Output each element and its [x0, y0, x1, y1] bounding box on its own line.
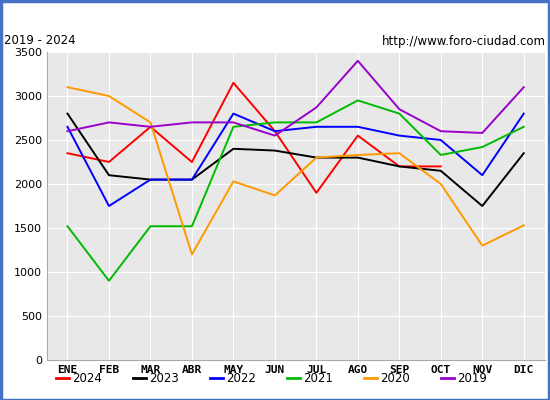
2022: [189, 177, 195, 182]
2019: [106, 120, 112, 125]
Text: 2019 - 2024: 2019 - 2024: [4, 34, 76, 48]
2023: [272, 148, 278, 153]
Text: Evolucion Nº Turistas Nacionales en el municipio de Cieza: Evolucion Nº Turistas Nacionales en el m…: [63, 8, 487, 22]
2020: [313, 155, 320, 160]
2023: [313, 155, 320, 160]
2024: [437, 164, 444, 169]
Text: http://www.foro-ciudad.com: http://www.foro-ciudad.com: [382, 34, 546, 48]
2024: [106, 160, 112, 164]
2022: [147, 177, 154, 182]
2022: [106, 204, 112, 208]
Text: 2022: 2022: [227, 372, 256, 384]
Text: 2020: 2020: [381, 372, 410, 384]
2024: [396, 164, 403, 169]
2022: [520, 111, 527, 116]
2019: [479, 130, 486, 135]
2024: [189, 160, 195, 164]
2022: [64, 124, 71, 129]
Text: 2023: 2023: [150, 372, 179, 384]
Line: 2023: 2023: [68, 114, 524, 206]
2022: [437, 138, 444, 142]
2019: [272, 133, 278, 138]
2023: [520, 151, 527, 156]
2022: [272, 129, 278, 134]
2021: [313, 120, 320, 125]
2019: [189, 120, 195, 125]
2020: [479, 243, 486, 248]
Line: 2021: 2021: [68, 100, 524, 281]
2020: [355, 152, 361, 157]
Line: 2022: 2022: [68, 114, 524, 206]
2021: [147, 224, 154, 229]
2023: [479, 204, 486, 208]
2021: [106, 278, 112, 283]
2021: [189, 224, 195, 229]
2024: [272, 129, 278, 134]
2019: [520, 85, 527, 90]
2019: [64, 129, 71, 134]
2020: [230, 179, 236, 184]
2022: [479, 173, 486, 178]
Text: 2021: 2021: [304, 372, 333, 384]
2020: [189, 252, 195, 257]
Line: 2019: 2019: [68, 61, 524, 136]
2021: [272, 120, 278, 125]
2020: [520, 223, 527, 228]
2023: [230, 146, 236, 151]
2019: [396, 107, 403, 112]
2019: [230, 120, 236, 125]
2020: [396, 151, 403, 156]
2024: [355, 133, 361, 138]
2020: [64, 85, 71, 90]
2019: [313, 105, 320, 110]
2022: [355, 124, 361, 129]
2020: [106, 94, 112, 98]
2024: [313, 190, 320, 195]
2023: [396, 164, 403, 169]
Line: 2024: 2024: [68, 83, 441, 193]
2023: [355, 155, 361, 160]
2019: [437, 129, 444, 134]
2021: [396, 111, 403, 116]
2023: [106, 173, 112, 178]
Line: 2020: 2020: [68, 87, 524, 254]
2023: [437, 168, 444, 173]
2020: [147, 120, 154, 125]
2021: [230, 124, 236, 129]
2021: [355, 98, 361, 103]
2023: [189, 177, 195, 182]
2022: [396, 133, 403, 138]
2022: [230, 111, 236, 116]
2022: [313, 124, 320, 129]
2021: [479, 145, 486, 150]
2024: [230, 80, 236, 85]
2020: [437, 182, 444, 186]
2019: [355, 58, 361, 63]
2020: [272, 193, 278, 198]
2024: [64, 151, 71, 156]
2021: [520, 124, 527, 129]
2021: [64, 224, 71, 229]
2023: [64, 111, 71, 116]
Text: 2019: 2019: [458, 372, 487, 384]
2023: [147, 177, 154, 182]
2021: [437, 152, 444, 157]
2019: [147, 124, 154, 129]
Text: 2024: 2024: [73, 372, 102, 384]
2024: [147, 124, 154, 129]
